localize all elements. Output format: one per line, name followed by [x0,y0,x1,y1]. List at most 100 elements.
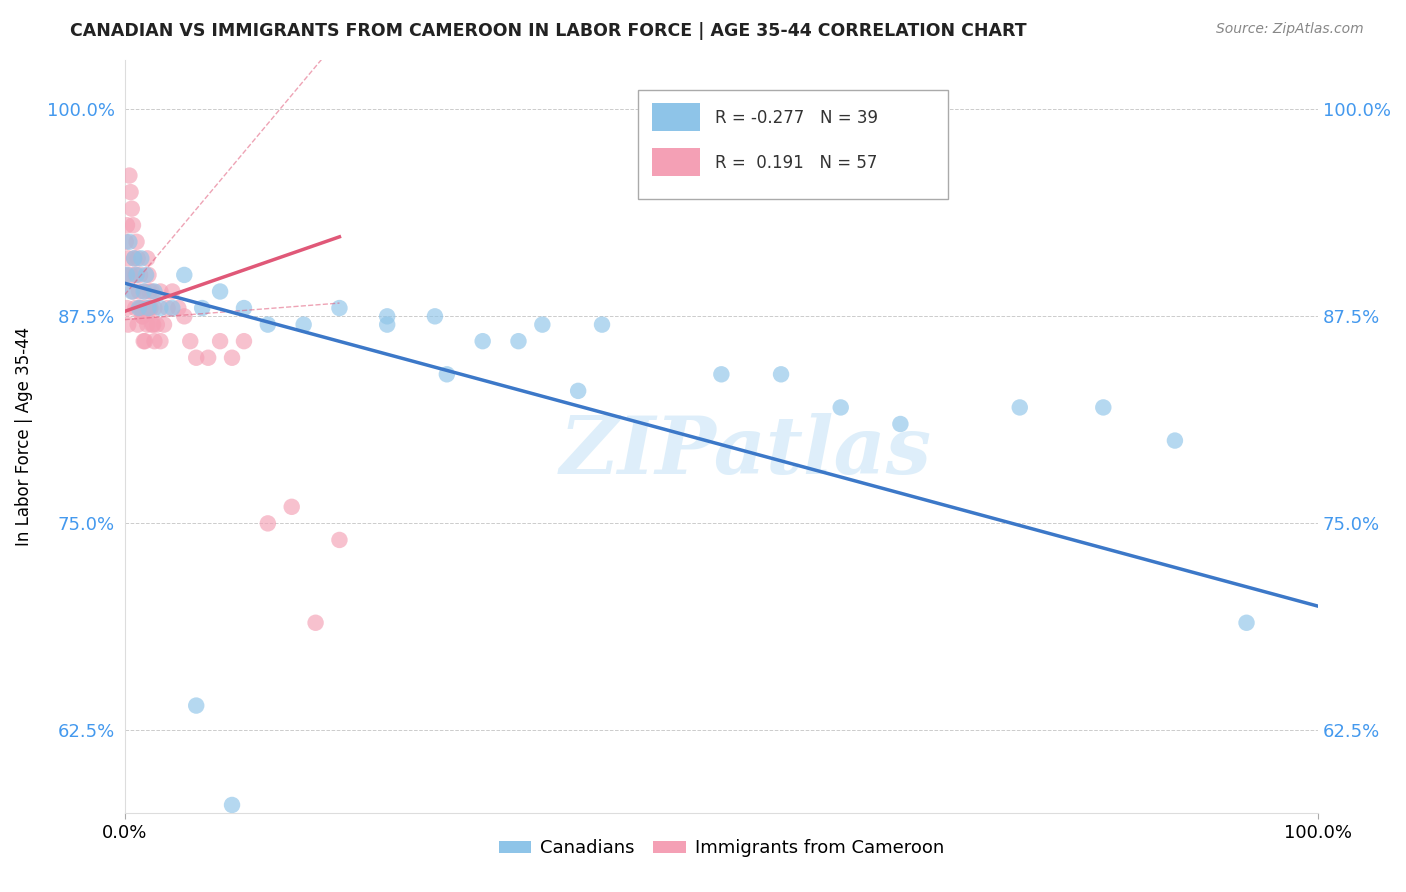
Point [143,285,166,299]
Point [129,301,152,315]
Point [118,169,141,183]
Point [122,252,145,266]
Point [114,268,136,282]
Point [127,252,149,266]
Y-axis label: In Labor Force | Age 35-44: In Labor Force | Age 35-44 [15,326,32,546]
Point [531,318,554,332]
Point [710,368,733,382]
Point [115,301,138,315]
Point [156,301,179,315]
Text: R =  0.191   N = 57: R = 0.191 N = 57 [716,153,877,172]
Text: ZIPatlas: ZIPatlas [560,413,931,491]
Point [124,301,146,315]
Point [136,252,159,266]
Point [136,318,159,332]
Point [134,285,156,299]
Point [328,533,350,547]
Point [117,318,139,332]
Point [142,318,165,332]
Legend: Canadians, Immigrants from Cameroon: Canadians, Immigrants from Cameroon [492,832,950,864]
Point [292,318,315,332]
Point [131,310,153,324]
Point [591,318,613,332]
Bar [652,148,700,177]
Point [135,301,157,315]
Point [1164,434,1187,448]
Point [131,310,153,324]
Point [122,219,145,233]
Point [423,310,446,324]
Point [167,301,190,315]
Point [124,268,146,282]
Point [122,252,145,266]
FancyBboxPatch shape [638,90,948,199]
Point [256,516,278,531]
Point [129,268,152,282]
Bar [652,103,700,131]
Point [138,301,160,315]
Point [128,301,150,315]
Point [197,351,219,365]
Point [138,268,160,282]
Point [118,235,141,249]
Point [131,252,153,266]
Point [134,334,156,348]
Text: CANADIAN VS IMMIGRANTS FROM CAMEROON IN LABOR FORCE | AGE 35-44 CORRELATION CHAR: CANADIAN VS IMMIGRANTS FROM CAMEROON IN … [70,22,1026,40]
Point [135,268,157,282]
Point [146,318,169,332]
Point [138,301,160,315]
Text: Source: ZipAtlas.com: Source: ZipAtlas.com [1216,22,1364,37]
Point [830,401,852,415]
Point [770,368,793,382]
Point [132,285,155,299]
Point [121,202,143,216]
Point [149,334,172,348]
Point [471,334,494,348]
Point [209,334,232,348]
Point [221,797,243,812]
Point [436,368,458,382]
Point [173,268,195,282]
Point [1236,615,1258,630]
Point [132,334,155,348]
Point [280,500,302,514]
Point [304,615,326,630]
Point [143,334,166,348]
Point [139,301,162,315]
Point [508,334,530,348]
Point [125,268,148,282]
Point [889,417,911,431]
Point [120,185,142,199]
Point [186,698,208,713]
Point [191,301,214,315]
Point [131,301,153,315]
Point [173,310,195,324]
Point [233,301,256,315]
Point [114,235,136,249]
Point [233,334,256,348]
Point [1008,401,1031,415]
Point [375,310,398,324]
Point [121,285,143,299]
Point [375,318,398,332]
Point [115,268,138,282]
Point [221,351,243,365]
Point [138,285,160,299]
Point [117,252,139,266]
Text: R = -0.277   N = 39: R = -0.277 N = 39 [716,109,879,127]
Point [1092,401,1115,415]
Point [141,318,163,332]
Point [567,384,589,398]
Point [209,285,232,299]
Point [115,219,138,233]
Point [149,301,172,315]
Point [125,235,148,249]
Point [141,285,163,299]
Point [143,301,166,315]
Point [162,301,184,315]
Point [127,318,149,332]
Point [256,318,278,332]
Point [120,268,142,282]
Point [122,285,145,299]
Point [328,301,350,315]
